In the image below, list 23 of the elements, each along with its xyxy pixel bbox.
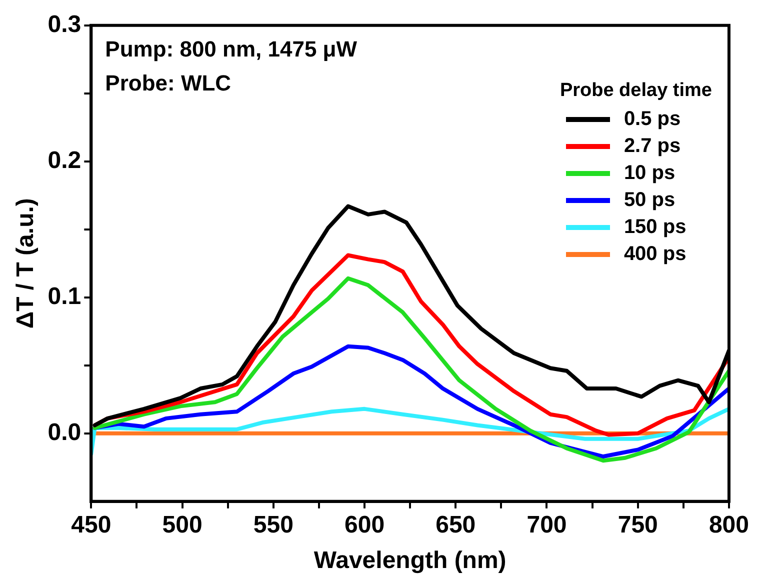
annotation: Pump: 800 nm, 1475 μW bbox=[105, 36, 358, 62]
y-tick-label: 0.1 bbox=[48, 283, 82, 310]
x-axis-title: Wavelength (nm) bbox=[314, 547, 506, 574]
y-tick-label: 0.2 bbox=[48, 147, 82, 174]
legend-title: Probe delay time bbox=[560, 80, 712, 102]
x-tick-label: 450 bbox=[71, 511, 112, 538]
legend-label: 150 ps bbox=[624, 216, 686, 239]
x-tick-label: 500 bbox=[162, 511, 202, 538]
y-tick-label: 0.0 bbox=[48, 419, 82, 446]
x-tick-label: 600 bbox=[344, 511, 385, 538]
x-tick-label: 750 bbox=[618, 511, 658, 538]
annotation: Probe: WLC bbox=[105, 70, 232, 96]
legend-label: 0.5 ps bbox=[624, 108, 681, 131]
legend-label: 50 ps bbox=[624, 189, 676, 212]
x-tick-label: 700 bbox=[526, 511, 567, 538]
legend-label: 2.7 ps bbox=[624, 135, 681, 158]
y-axis-title: ΔT / T (a.u.) bbox=[12, 198, 40, 329]
y-tick-label: 0.3 bbox=[48, 11, 82, 38]
legend-label: 400 ps bbox=[624, 243, 686, 266]
x-tick-label: 550 bbox=[253, 511, 294, 538]
x-tick-label: 650 bbox=[436, 511, 476, 538]
x-tick-label: 800 bbox=[708, 511, 749, 538]
legend-label: 10 ps bbox=[624, 162, 676, 185]
